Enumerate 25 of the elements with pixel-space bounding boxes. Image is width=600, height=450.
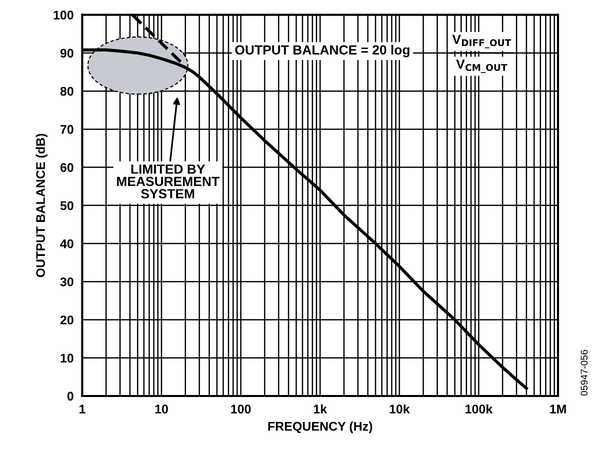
- y-tick-label: 40: [60, 239, 74, 248]
- annotation: V$_{CM_OUT}$: [456, 60, 508, 73]
- y-axis-title: OUTPUT BALANCE (dB): [36, 134, 48, 278]
- x-tick-label: 1: [80, 404, 86, 414]
- x-tick-label: 1k: [314, 404, 328, 414]
- annotation: V$_{DIFF_OUT}$: [452, 34, 512, 48]
- y-tick-label: 50: [60, 201, 74, 210]
- x-tick-label: 10k: [390, 404, 410, 414]
- y-tick-label: 0: [67, 392, 74, 401]
- y-tick-label: 10: [60, 354, 74, 363]
- y-tick-label: 80: [60, 86, 74, 96]
- annotation: LIMITED BY MEASUREMENT SYSTEM: [117, 164, 220, 198]
- x-tick-label: 10: [155, 404, 168, 414]
- y-tick-label: 70: [60, 124, 74, 134]
- x-axis-title: FREQUENCY (Hz): [268, 422, 372, 434]
- annotation: OUTPUT BALANCE = 20 log: [235, 44, 410, 58]
- y-tick-label: 60: [60, 163, 74, 172]
- x-tick-label: 1M: [550, 404, 566, 414]
- y-tick-label: 20: [60, 316, 74, 324]
- y-tick-label: 30: [60, 277, 74, 286]
- y-tick-label: 90: [60, 48, 74, 58]
- x-tick-label: 100k: [466, 404, 493, 414]
- y-tick-label: 100: [54, 10, 74, 20]
- x-tick-label: 100: [231, 404, 251, 414]
- text: 05947-056: [580, 350, 588, 396]
